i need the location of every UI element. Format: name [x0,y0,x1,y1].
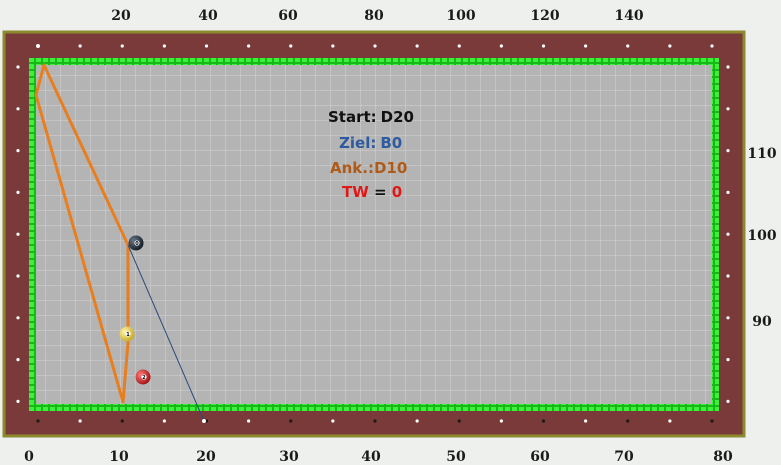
diamond-dot [726,358,730,362]
diamond-dot [120,419,124,423]
diamond-dot [541,44,546,48]
svg-text:1: 1 [126,332,130,338]
start-marker [36,44,40,48]
diamond-dot [626,419,630,423]
diamond-dot [457,419,461,423]
bottom-scale-label: 10 [109,449,129,465]
top-scale-label: 20 [111,8,131,24]
diamond-dot [331,44,335,48]
start-label: Start: [328,108,377,126]
tw-equals: = [369,183,392,201]
diamond-dot [499,44,503,48]
diamond-dot [726,190,730,194]
bottom-scale-label: 80 [713,449,733,465]
diamond-dot [457,44,461,48]
diamond-dot [668,419,672,423]
tw-label: TW [342,183,369,201]
tw-line: TW = 0 [342,183,402,201]
diamond-dot [162,44,166,48]
diamond-dot [16,107,20,111]
tw-value: 0 [392,183,402,201]
diamond-dot [289,44,293,48]
right-scale-label: 100 [747,228,776,244]
diamond-dot [16,149,20,153]
top-scale-label: 40 [198,8,218,24]
aim-line [127,244,205,422]
diamond-dot [541,419,546,423]
top-scale-label: 100 [446,8,475,24]
diamond-dot [726,107,730,111]
diamond-dot [289,419,293,423]
ziel-value: B0 [380,134,402,152]
black-ball: 0 [128,235,144,251]
bottom-scale-label: 20 [196,449,216,465]
ank-value: D10 [374,159,407,177]
ank-line: Ank.:D10 [330,159,407,177]
diamond-dot [726,316,730,320]
red-ball: 2 [135,369,151,385]
info-panel: Start: D20 Ziel: B0 Ank.:D10 TW = 0 [328,108,414,201]
bottom-scale: 0 10 20 30 40 50 60 70 80 [24,449,733,465]
bottom-scale-label: 30 [279,449,299,465]
top-scale-label: 140 [614,8,643,24]
diamond-dot [726,232,730,236]
diamond-dot [78,419,82,423]
diamond-dot [16,65,20,69]
diamond-dot [710,44,714,48]
diamond-dot [415,44,419,48]
diamond-dot [78,44,82,48]
right-scale-label: 110 [747,146,776,162]
top-scale-label: 120 [530,8,559,24]
top-scale-label: 60 [278,8,298,24]
diamond-dot [162,419,166,423]
diamond-dot [726,65,730,69]
top-scale: 20 40 60 80 100 120 140 [111,8,644,24]
diamond-dot [726,274,730,278]
diamond-dot [499,419,503,423]
aim-target-marker [202,419,206,423]
diamond-dot [120,44,124,48]
ziel-label: Ziel: [339,134,376,152]
bottom-scale-label: 40 [361,449,381,465]
bottom-scale-label: 60 [530,449,550,465]
diamond-dot [710,419,714,423]
diamond-dot [668,44,672,48]
ank-label: Ank.: [330,159,374,177]
diamond-dot [204,44,209,48]
right-scale-label: 90 [752,314,772,330]
right-scale: 110 100 90 [747,146,776,330]
diamond-dot [36,419,40,423]
diamond-dot [584,44,588,48]
diamond-dot [16,274,20,278]
bottom-scale-label: 50 [446,449,466,465]
diamond-dot [16,358,20,362]
diamond-dot [415,419,419,423]
start-value: D20 [381,108,414,126]
start-line: Start: D20 [328,108,414,126]
yellow-ball: 1 [119,326,135,342]
table-grid [36,65,712,404]
ziel-line: Ziel: B0 [339,134,402,152]
top-scale-label: 80 [364,8,384,24]
svg-text:2: 2 [142,375,146,381]
diamond-dot [16,232,20,236]
diamond-dot [373,44,377,48]
svg-text:0: 0 [135,241,139,247]
bottom-scale-label: 0 [24,449,34,465]
diamond-dot [584,419,588,423]
diamond-dot [626,44,630,48]
diamond-dot [16,316,20,320]
diamond-dot [726,399,730,403]
diamond-dot [247,44,251,48]
diamond-dot [16,190,20,194]
diamond-dot [726,149,730,153]
diamond-dot [247,419,251,423]
diamond-dot [331,419,335,423]
diamond-dot [373,419,377,423]
bottom-scale-label: 70 [614,449,634,465]
diamond-dot [16,399,20,403]
